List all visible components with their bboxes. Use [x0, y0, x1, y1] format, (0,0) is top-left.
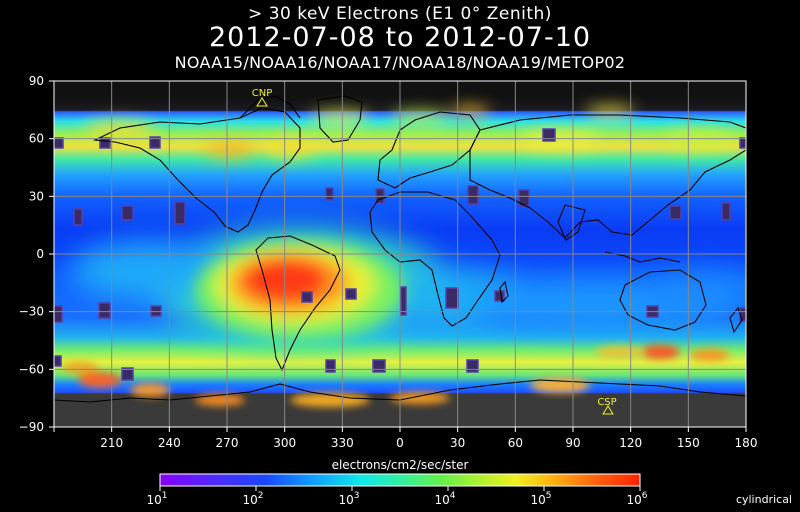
south-pole-triangle-icon [602, 405, 614, 415]
colorbar [159, 473, 641, 487]
colorbar-label: electrons/cm2/sec/ster [331, 458, 469, 472]
flux-field [54, 81, 746, 427]
lon-tick-label: 270 [216, 436, 239, 450]
colorbar-tick-label: 106 [626, 491, 647, 507]
north-pole-label: CNP [252, 88, 273, 99]
lat-tick-label: −90 [19, 420, 44, 434]
lon-tick-label: 0 [396, 436, 404, 450]
south-pole-marker: CSP [597, 397, 617, 415]
lon-tick-label: 30 [450, 436, 465, 450]
colorbar-tick-label: 103 [338, 491, 359, 507]
lon-tick-label: 120 [619, 436, 642, 450]
lon-tick-label: 150 [677, 436, 700, 450]
lon-tick-label: 300 [273, 436, 296, 450]
colorbar-ticks: 101 102 103 104 105 106 [146, 486, 648, 507]
lon-tick-label: 180 [735, 436, 758, 450]
lat-tick-label: −30 [19, 305, 44, 319]
lat-tick-label: 30 [29, 189, 44, 203]
projection-label: cylindrical [735, 493, 792, 506]
lon-tick-label: 210 [100, 436, 123, 450]
colorbar-tick-label: 105 [530, 491, 551, 507]
lat-tick-label: −60 [19, 362, 44, 376]
lat-tick-label: 0 [36, 247, 44, 261]
latitude-axis: 90 60 30 0 −30 −60 −90 [19, 74, 54, 434]
south-pole-label: CSP [597, 397, 616, 408]
title-date-range: 2012-07-08 to 2012-07-10 [208, 22, 592, 53]
north-pole-triangle-icon [256, 97, 268, 107]
lon-tick-label: 330 [331, 436, 354, 450]
colorbar-tick-label: 104 [434, 491, 455, 507]
colorbar-tick-label: 101 [146, 491, 167, 507]
title-satellites: NOAA15/NOAA16/NOAA17/NOAA18/NOAA19/METOP… [174, 53, 626, 72]
colorbar-tick-label: 102 [242, 491, 263, 507]
lat-tick-label: 60 [29, 132, 44, 146]
lon-tick-label: 240 [158, 436, 181, 450]
longitude-axis: 210 240 270 300 330 0 30 60 90 120 150 180 [53, 427, 758, 450]
title-line-1: > 30 keV Electrons (E1 0° Zenith) [248, 4, 552, 24]
map-grid [54, 81, 746, 427]
north-pole-marker: CNP [252, 88, 273, 107]
lon-tick-label: 60 [508, 436, 523, 450]
lon-tick-label: 90 [565, 436, 580, 450]
lat-tick-label: 90 [29, 74, 44, 88]
